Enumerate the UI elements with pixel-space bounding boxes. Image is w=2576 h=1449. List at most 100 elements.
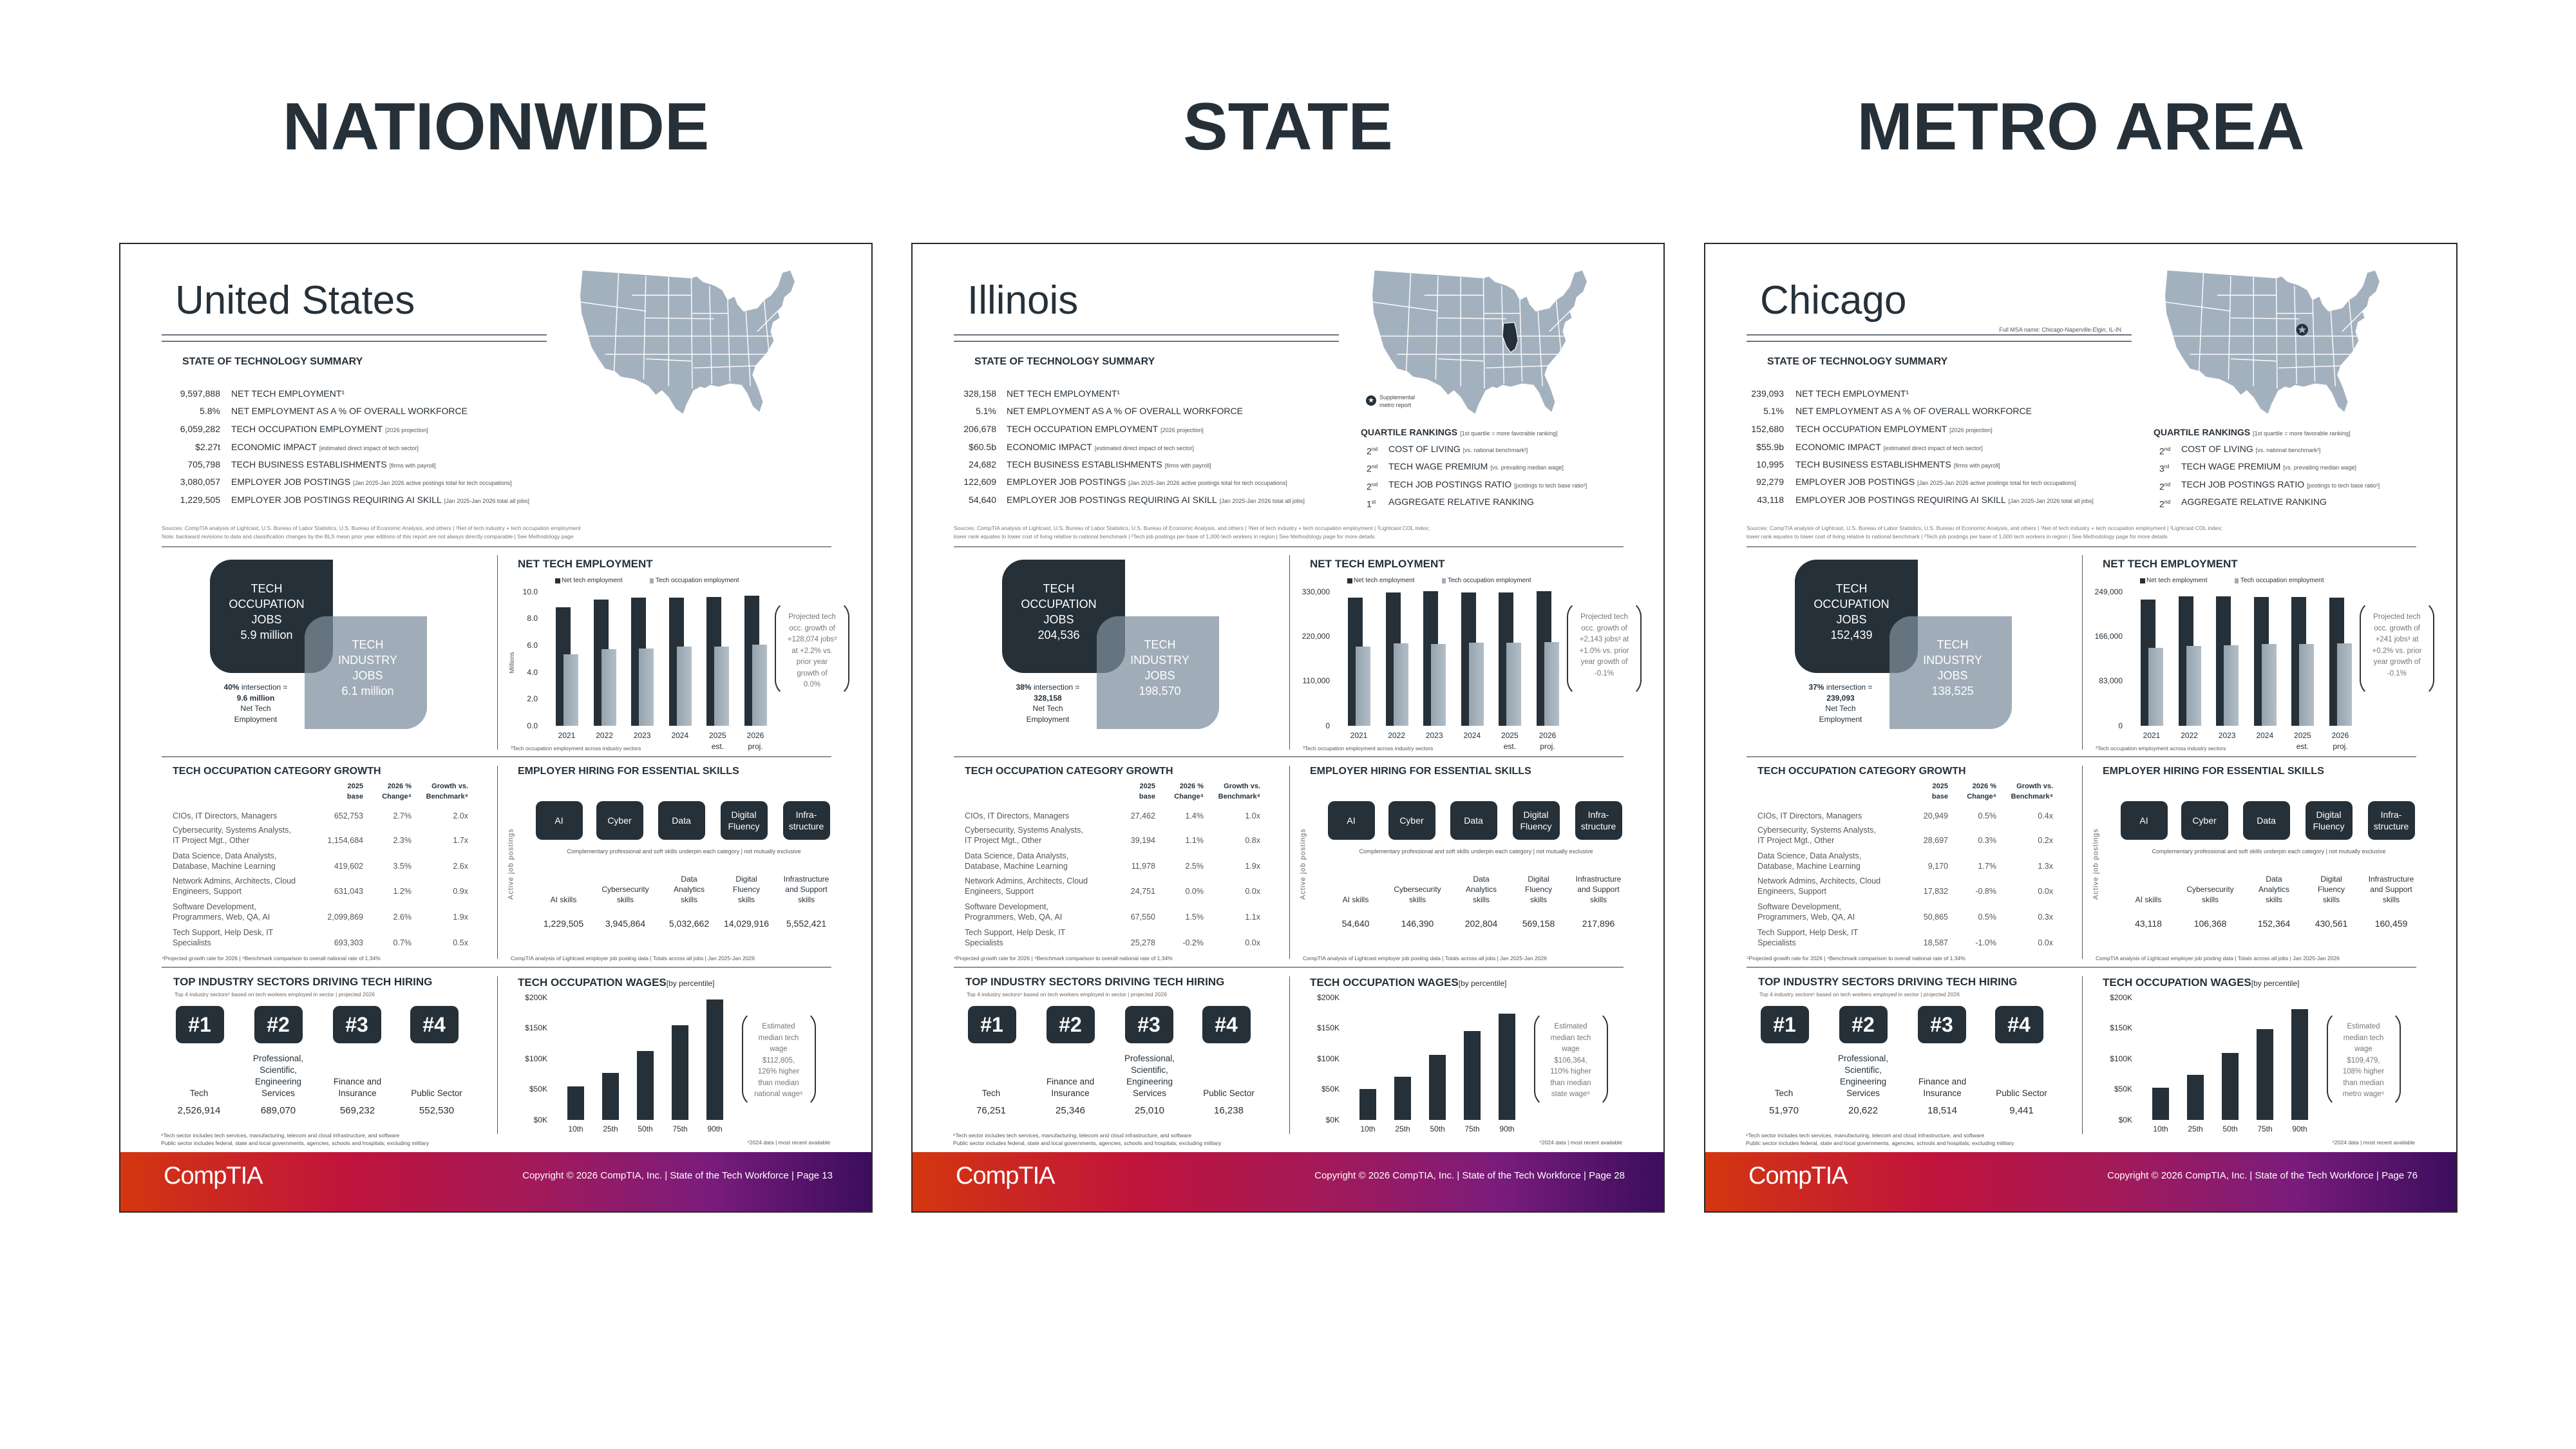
- venn-industry-label: JOBS: [1937, 669, 1968, 683]
- summary-value: 5.1%: [1763, 405, 1784, 416]
- sector-rank-label: #4: [2007, 1012, 2031, 1036]
- legend-swatch-net: [1347, 578, 1352, 583]
- wage-bar: [567, 1086, 584, 1120]
- bar-tech-occupation-employment: [564, 654, 578, 726]
- net-y-axis-label: Millions: [509, 652, 516, 674]
- sector-rank-label: #1: [188, 1012, 211, 1036]
- occ-growth-col-header: Benchmark⁴: [1218, 793, 1260, 801]
- wages-x-tick: 75th: [2257, 1124, 2273, 1133]
- skill-label: skills: [1590, 895, 1607, 904]
- occ-category-label: Tech Support, Help Desk, IT: [965, 928, 1066, 937]
- report-page: Chicago Full MSA name: Chicago-Naperville…: [1704, 243, 2458, 1213]
- net-x-tick: 2024: [671, 730, 689, 740]
- skill-value: 5,552,421: [786, 918, 827, 929]
- net-callout-box: [2360, 600, 2434, 697]
- wages-x-tick: 25th: [603, 1124, 618, 1133]
- wage-bar: [1464, 1031, 1481, 1120]
- summary-heading: STATE OF TECHNOLOGY SUMMARY: [974, 356, 1155, 368]
- sector-value: 25,346: [1056, 1105, 1085, 1116]
- sectors-footnote: ⁶Tech sector includes tech services, man…: [953, 1132, 1192, 1139]
- net-x-tick: 2023: [633, 730, 651, 740]
- skill-value: 54,640: [1341, 918, 1370, 929]
- section-heading: STATE: [1183, 89, 1393, 164]
- sectors-footnote: ⁶Tech sector includes tech services, man…: [1746, 1132, 1985, 1139]
- skill-value: 569,158: [1522, 918, 1555, 929]
- rank-number: 2: [2159, 498, 2164, 509]
- venn-industry-label: INDUSTRY: [1130, 654, 1189, 667]
- net-x-tick: 2021: [2143, 730, 2161, 740]
- occ-growth-cell: 0.8x: [1245, 835, 1260, 845]
- bar-tech-occupation-employment: [752, 644, 767, 726]
- occ-growth-cell: 9,170: [1927, 861, 1948, 871]
- wages-x-tick: 90th: [1499, 1124, 1515, 1133]
- rank-number: 1: [1367, 498, 1372, 509]
- wage-bar: [2187, 1074, 2204, 1120]
- occ-growth-cell: 25,278: [1130, 938, 1155, 947]
- wage-callout-text: wage: [2354, 1045, 2372, 1054]
- summary-label-note: [Jan 2025-Jan 2026 active postings total…: [1128, 479, 1287, 486]
- net-y-tick: 10.0: [522, 587, 538, 596]
- skills-note: Complementary professional and soft skil…: [2152, 848, 2386, 855]
- wages-y-tick: $200K: [525, 992, 547, 1002]
- venn-industry-label: INDUSTRY: [338, 654, 397, 667]
- summary-label-note: [estimated direct impact of tech sector]: [1883, 444, 1983, 451]
- sources-note: Sources: CompTIA analysis of Lightcast, …: [162, 524, 581, 531]
- net-x-sublabel: proj.: [2333, 741, 2348, 751]
- summary-label-note: [Jan 2025-Jan 2026 total all jobs]: [444, 497, 529, 504]
- section-rule: [162, 967, 831, 968]
- skill-label: Analytics: [1465, 884, 1497, 894]
- occ-growth-cell: 0.5x: [453, 938, 468, 947]
- wage-callout-text: $109,479,: [2347, 1056, 2380, 1065]
- venn-industry-label: TECH: [1937, 638, 1969, 652]
- occ-growth-col-header: Benchmark⁴: [2011, 793, 2053, 801]
- skill-label: AI skills: [1342, 895, 1369, 904]
- wage-callout-text: than median: [758, 1079, 799, 1087]
- wage-bar: [2257, 1029, 2273, 1120]
- column-divider: [497, 555, 498, 750]
- occ-growth-cell: 1.0x: [1245, 811, 1260, 820]
- occ-growth-cell: 0.3x: [2038, 912, 2053, 922]
- wage-bar: [602, 1072, 619, 1120]
- sectors-subtitle: Top 4 industry sectors⁶ based on tech wo…: [1759, 990, 1960, 998]
- venn-occupation-value: 204,536: [1037, 629, 1080, 642]
- occ-category-label: Engineers, Support: [965, 886, 1034, 896]
- skills-note: Complementary professional and soft skil…: [567, 848, 801, 855]
- occ-category-label: Tech Support, Help Desk, IT: [1757, 928, 1859, 937]
- skill-badge-label: structure: [1580, 820, 1616, 831]
- net-callout-box: [1567, 600, 1642, 697]
- occ-growth-cell: 1.1x: [1245, 912, 1260, 922]
- skill-label: skills: [2202, 895, 2219, 904]
- occ-category-label: Programmers, Web, QA, AI: [965, 912, 1063, 922]
- occ-category-label: Network Admins, Architects, Cloud: [1757, 876, 1881, 886]
- venn-overlap: [305, 616, 333, 673]
- wages-y-tick: $0K: [533, 1115, 547, 1124]
- quartile-rank: 2nd: [1367, 461, 1378, 474]
- quartile-label-text: TECH JOB POSTINGS RATIO: [1388, 478, 1512, 489]
- skill-badge-label: structure: [2373, 820, 2409, 831]
- sector-name: Professional,: [1124, 1053, 1175, 1063]
- skill-category-badge: [1328, 801, 1375, 840]
- skill-label: skills: [1473, 895, 1490, 904]
- sector-name: Engineering: [1126, 1076, 1173, 1086]
- wages-chart-title: TECH OCCUPATION WAGES[by percentile]: [518, 976, 714, 990]
- summary-label-text: NET EMPLOYMENT AS A % OF OVERALL WORKFOR…: [1007, 405, 1243, 416]
- sector-value: 2,526,914: [177, 1105, 221, 1116]
- wage-callout-text: $112,805,: [762, 1056, 795, 1065]
- sector-rank-badge: [333, 1006, 381, 1043]
- summary-label: TECH BUSINESS ESTABLISHMENTS [firms with …: [231, 459, 436, 471]
- section-rule: [954, 756, 1624, 757]
- venn-industry-value: 198,570: [1139, 685, 1181, 698]
- skill-category-badge: [783, 801, 830, 840]
- occ-growth-cell: 693,303: [334, 938, 363, 947]
- wages-title-text: TECH OCCUPATION WAGES: [1310, 976, 1459, 989]
- net-x-sublabel: est.: [711, 741, 724, 751]
- net-callout-text: occ. growth of: [789, 624, 835, 632]
- summary-label: EMPLOYER JOB POSTINGS REQUIRING AI SKILL…: [1007, 495, 1305, 507]
- sector-rank-badge: [1046, 1006, 1095, 1043]
- bar-tech-occupation-employment: [714, 646, 730, 726]
- sources-note: lower rank equates to lower cost of livi…: [1747, 533, 2168, 540]
- occ-growth-footnote: ⁴Projected growth rate for 2026 | ⁴Bench…: [954, 954, 1173, 961]
- quartile-title: QUARTILE RANKINGS: [1361, 426, 1458, 437]
- net-callout-text: +128,074 jobs³: [787, 636, 837, 644]
- net-x-tick: 2025: [1501, 730, 1519, 740]
